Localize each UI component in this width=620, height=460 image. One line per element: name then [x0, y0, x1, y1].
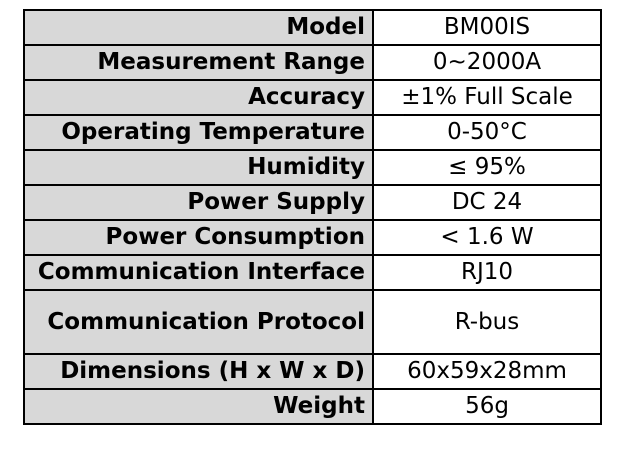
table-row: Communication Interface RJ10 [23, 254, 602, 291]
table-row: Accuracy ±1% Full Scale [23, 79, 602, 116]
table-row: Weight 56g [23, 388, 602, 425]
spec-value: ≤ 95% [372, 149, 602, 186]
spec-value: < 1.6 W [372, 219, 602, 256]
spec-label: Communication Protocol [23, 289, 374, 355]
spec-label: Measurement Range [23, 44, 374, 81]
spec-label: Humidity [23, 149, 374, 186]
table-row: Communication Protocol R-bus [23, 289, 602, 355]
table-row: Power Supply DC 24 [23, 184, 602, 221]
spec-value: 0-50°C [372, 114, 602, 151]
spec-label: Operating Temperature [23, 114, 374, 151]
spec-label: Model [23, 9, 374, 46]
table-row: Operating Temperature 0-50°C [23, 114, 602, 151]
spec-value: RJ10 [372, 254, 602, 291]
table-row: Humidity ≤ 95% [23, 149, 602, 186]
spec-label: Weight [23, 388, 374, 425]
spec-value: 60x59x28mm [372, 353, 602, 390]
table-row: Model BM00IS [23, 9, 602, 46]
spec-label: Accuracy [23, 79, 374, 116]
spec-label: Communication Interface [23, 254, 374, 291]
spec-value: R-bus [372, 289, 602, 355]
spec-label: Dimensions (H x W x D) [23, 353, 374, 390]
spec-label: Power Supply [23, 184, 374, 221]
table-row: Measurement Range 0~2000A [23, 44, 602, 81]
table-row: Dimensions (H x W x D) 60x59x28mm [23, 353, 602, 390]
spec-label: Power Consumption [23, 219, 374, 256]
spec-value: BM00IS [372, 9, 602, 46]
table-row: Power Consumption < 1.6 W [23, 219, 602, 256]
spec-value: 0~2000A [372, 44, 602, 81]
spec-value: DC 24 [372, 184, 602, 221]
spec-value: ±1% Full Scale [372, 79, 602, 116]
spec-table: Model BM00IS Measurement Range 0~2000A A… [23, 9, 602, 425]
spec-value: 56g [372, 388, 602, 425]
